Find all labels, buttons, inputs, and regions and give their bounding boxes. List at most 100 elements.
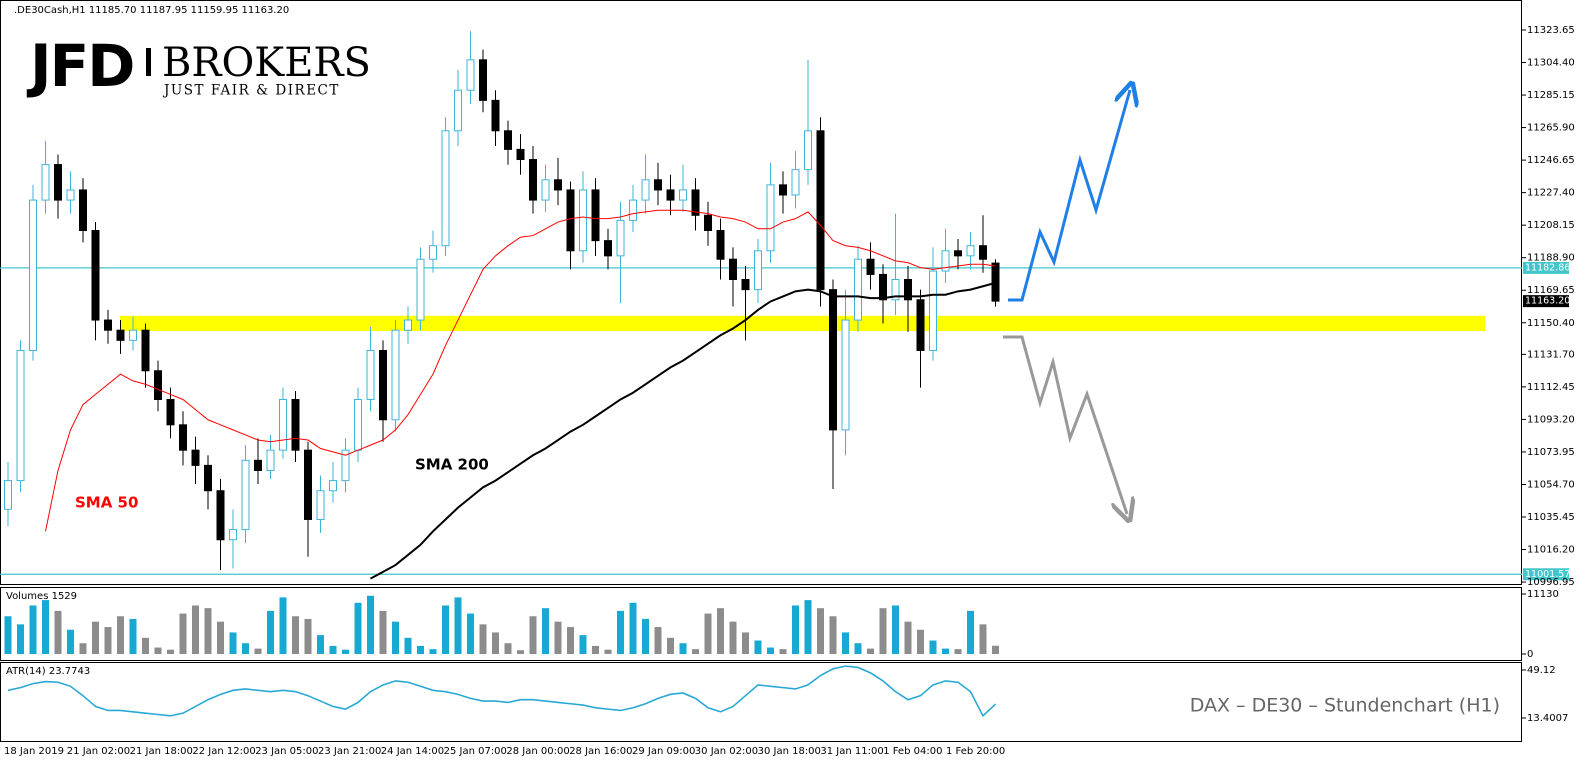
volume-panel — [0, 587, 1522, 661]
candle-body — [116, 329, 125, 341]
volume-bar — [392, 621, 399, 655]
last-price-label: 11163.20 — [1525, 296, 1570, 307]
main-layer: .DE30Cash,H1 11185.70 11187.95 11159.95 … — [0, 5, 1575, 757]
logo-name: BROKERS — [162, 40, 371, 86]
volume-bar — [617, 610, 624, 655]
candle-body — [779, 184, 787, 196]
candle-body — [629, 199, 637, 221]
x-tick-label: 21 Jan 18:00 — [130, 746, 193, 757]
volume-bar — [479, 624, 487, 655]
x-tick-label: 21 Jan 02:00 — [67, 746, 130, 757]
volume-bar — [579, 635, 587, 655]
x-tick-label: 22 Jan 12:00 — [192, 746, 255, 757]
candle-body — [204, 464, 212, 492]
x-tick-label: 18 Jan 2019 — [4, 746, 64, 757]
y-tick-label: 13.4007 — [1527, 713, 1568, 724]
x-tick-label: 23 Jan 21:00 — [318, 746, 381, 757]
candle-body — [916, 299, 925, 351]
volume-bar — [192, 605, 199, 655]
candle-body — [979, 245, 987, 260]
candle-body — [54, 164, 62, 201]
candle-body — [991, 262, 1000, 302]
candle-body — [879, 273, 887, 301]
x-tick-label: 30 Jan 18:00 — [758, 746, 821, 757]
volume-bar — [167, 649, 174, 655]
x-tick-label: 25 Jan 07:00 — [444, 746, 507, 757]
candle-body — [754, 250, 762, 291]
candle-body — [466, 59, 475, 91]
x-tick-label: 29 Jan 09:00 — [632, 746, 695, 757]
candle-body — [804, 130, 812, 171]
volume-bar — [954, 649, 962, 655]
candle-body — [941, 250, 950, 272]
y-tick-label: 11304.40 — [1527, 58, 1575, 69]
volume-bar — [367, 595, 374, 655]
candle-body — [316, 490, 325, 520]
y-tick-label: 11035.45 — [1527, 512, 1575, 523]
volume-bar — [17, 624, 24, 655]
chart-caption: DAX – DE30 – Stundenchart (H1) — [1190, 695, 1500, 717]
volume-bar — [492, 632, 499, 655]
volume-bar — [842, 632, 849, 655]
volume-bar — [604, 649, 612, 655]
volume-bar — [79, 643, 87, 655]
candle-body — [304, 449, 312, 520]
volume-bar — [942, 648, 949, 655]
volume-bar — [329, 645, 337, 655]
candle-body — [179, 424, 187, 451]
volume-bar — [754, 640, 762, 655]
volume-bar — [179, 613, 187, 655]
volume-bar — [267, 610, 274, 655]
candle-body — [791, 169, 800, 196]
volume-bar — [217, 621, 224, 655]
volume-bar — [417, 645, 424, 655]
y-tick-label: 11208.15 — [1527, 220, 1575, 231]
bearish-scenario-arrow — [1003, 335, 1127, 514]
volume-bar — [817, 608, 824, 655]
candle-body — [104, 319, 112, 331]
volume-bar — [254, 648, 262, 655]
volume-bar — [967, 610, 974, 655]
y-tick-label: 11093.20 — [1527, 414, 1575, 425]
candle-body — [329, 480, 337, 492]
sma-annotation: SMA 200 — [415, 456, 489, 474]
y-tick-label: 11285.15 — [1527, 90, 1575, 101]
volume-bar — [592, 645, 599, 655]
volume-bar — [767, 647, 774, 655]
y-tick-label: 49.12 — [1527, 665, 1556, 676]
x-tick-label: 23 Jan 05:00 — [255, 746, 318, 757]
candle-body — [429, 245, 437, 260]
sma-line — [370, 281, 996, 580]
candle-body — [229, 529, 237, 541]
y-tick-label: 11150.40 — [1527, 318, 1575, 329]
chart-title: Volumes 1529 — [6, 591, 77, 602]
logo-tagline: JUST FAIR & DIRECT — [162, 83, 340, 99]
price-level-tag — [1523, 261, 1569, 274]
x-tick-label: 30 Jan 02:00 — [695, 746, 758, 757]
candle-body — [29, 199, 37, 351]
y-tick-label: 11112.45 — [1527, 382, 1575, 393]
atr-panel — [0, 662, 1522, 742]
volume-bar — [742, 632, 749, 655]
volume-bar — [54, 610, 62, 655]
volume-bar — [104, 627, 112, 655]
candle-body — [241, 459, 250, 531]
price-level-label: 11182.86 — [1525, 262, 1570, 273]
candle-body — [904, 279, 912, 301]
candle-body — [129, 329, 137, 341]
volume-bar — [117, 616, 124, 655]
volume-bar — [42, 600, 49, 655]
price-panel — [0, 0, 1522, 585]
volume-bar — [542, 608, 549, 655]
volume-bar — [904, 621, 912, 655]
volume-bar — [667, 637, 674, 655]
volume-bar — [979, 624, 987, 655]
volume-bar — [129, 618, 137, 655]
volume-bar — [467, 613, 474, 655]
candle-body — [566, 189, 575, 252]
volume-bar — [504, 643, 512, 655]
candle-body — [766, 184, 775, 252]
volume-bar — [4, 616, 12, 655]
candle-body — [679, 189, 687, 201]
y-tick-label: 11073.95 — [1527, 447, 1575, 458]
